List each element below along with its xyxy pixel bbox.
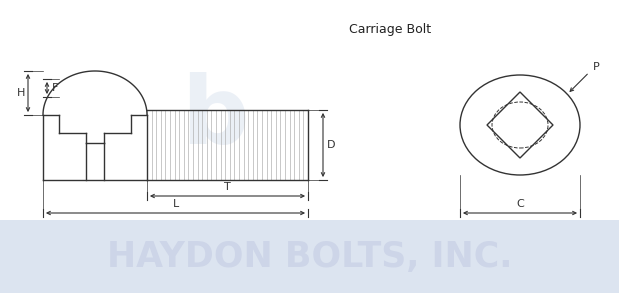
Text: b: b bbox=[181, 72, 249, 164]
Text: P: P bbox=[593, 62, 600, 72]
Text: C: C bbox=[516, 199, 524, 209]
Text: T: T bbox=[224, 182, 231, 192]
Text: H: H bbox=[17, 88, 25, 98]
Text: F: F bbox=[52, 83, 58, 93]
Text: Carriage Bolt: Carriage Bolt bbox=[349, 23, 431, 37]
FancyBboxPatch shape bbox=[0, 220, 619, 293]
Text: HAYDON BOLTS, INC.: HAYDON BOLTS, INC. bbox=[107, 240, 513, 274]
Text: D: D bbox=[327, 140, 335, 150]
Text: L: L bbox=[172, 199, 179, 209]
